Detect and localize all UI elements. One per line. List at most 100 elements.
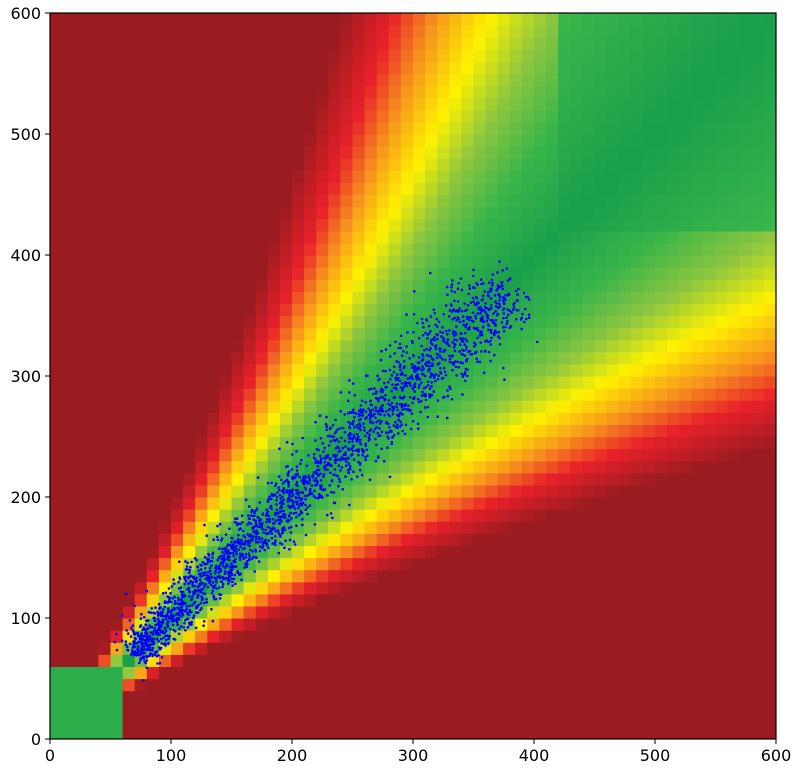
heatmap-cell <box>98 484 112 498</box>
heatmap-cell <box>316 605 329 619</box>
heatmap-cell <box>195 49 208 62</box>
heatmap-cell <box>388 194 402 208</box>
heatmap-cell <box>461 545 475 559</box>
heatmap-cell <box>715 109 729 123</box>
heatmap-cell <box>727 242 741 256</box>
heatmap-cell <box>183 218 196 232</box>
heatmap-cell <box>122 218 136 232</box>
heatmap-cell <box>340 618 354 631</box>
heatmap-cell <box>316 85 329 99</box>
heatmap-cell <box>158 291 172 304</box>
heatmap-cell <box>425 569 438 583</box>
scatter-point <box>331 423 335 427</box>
scatter-point <box>301 523 304 527</box>
heatmap-cell <box>558 37 571 50</box>
heatmap-cell <box>231 327 245 341</box>
heatmap-cell <box>195 303 208 317</box>
heatmap-cell <box>352 339 366 353</box>
heatmap-cell <box>691 303 704 317</box>
scatter-point <box>200 595 203 598</box>
heatmap-cell <box>98 291 112 304</box>
scatter-point <box>491 319 495 323</box>
heatmap-cell <box>485 400 499 413</box>
heatmap-cell <box>134 400 148 413</box>
heatmap-cell <box>751 25 765 38</box>
heatmap-cell <box>134 726 148 739</box>
heatmap-cell <box>158 436 172 450</box>
heatmap-cell <box>739 303 753 317</box>
heatmap-cell <box>340 605 354 619</box>
heatmap-cell <box>691 618 704 631</box>
heatmap-cell <box>207 654 220 667</box>
scatter-point <box>151 646 155 650</box>
heatmap-cell <box>340 400 354 413</box>
heatmap-cell <box>171 37 184 50</box>
scatter-point <box>124 643 128 647</box>
heatmap-cell <box>292 424 305 438</box>
heatmap-cell <box>183 484 196 498</box>
heatmap-cell <box>98 279 112 292</box>
heatmap-cell <box>219 25 233 38</box>
heatmap-cell <box>763 206 776 220</box>
heatmap-cell <box>437 376 450 389</box>
heatmap-cell <box>473 376 487 389</box>
heatmap-cell <box>691 206 704 220</box>
heatmap-cell <box>158 206 172 220</box>
scatter-point <box>400 405 404 409</box>
heatmap-cell <box>521 49 535 62</box>
heatmap-cell <box>739 255 753 268</box>
heatmap-cell <box>642 109 656 123</box>
heatmap-cell <box>461 509 475 522</box>
scatter-point <box>451 279 454 282</box>
heatmap-cell <box>183 545 196 559</box>
heatmap-cell <box>74 230 87 244</box>
heatmap-cell <box>219 714 233 728</box>
heatmap-cell <box>497 351 511 365</box>
heatmap-cell <box>110 569 124 583</box>
heatmap-cell <box>340 339 354 353</box>
heatmap-cell <box>521 121 535 135</box>
scatter-point <box>188 604 191 608</box>
scatter-point <box>334 446 338 450</box>
heatmap-cell <box>739 436 753 450</box>
heatmap-cell <box>231 460 245 474</box>
heatmap-cell <box>50 315 63 329</box>
heatmap-cell <box>763 557 776 571</box>
scatter-point <box>199 601 203 605</box>
heatmap-cell <box>62 605 75 619</box>
heatmap-cell <box>655 376 668 389</box>
heatmap-cell <box>751 255 765 268</box>
heatmap-cell <box>86 472 99 486</box>
scatter-point <box>450 285 453 289</box>
heatmap-cell <box>425 460 438 474</box>
scatter-point <box>339 391 343 394</box>
heatmap-cell <box>292 194 305 208</box>
heatmap-cell <box>751 581 765 595</box>
heatmap-cell <box>376 85 390 99</box>
heatmap-cell <box>703 400 717 413</box>
heatmap-cell <box>630 569 644 583</box>
heatmap-cell <box>715 134 729 147</box>
heatmap-cell <box>376 484 390 498</box>
heatmap-cell <box>691 242 704 256</box>
heatmap-cell <box>98 134 112 147</box>
heatmap-cell <box>158 376 172 389</box>
heatmap-cell <box>606 351 620 365</box>
heatmap-cell <box>255 97 269 111</box>
heatmap-cell <box>267 714 281 728</box>
heatmap-cell <box>243 581 257 595</box>
heatmap-cell <box>715 521 729 534</box>
scatter-point <box>158 661 162 665</box>
heatmap-cell <box>207 484 220 498</box>
scatter-point <box>274 519 278 523</box>
scatter-point <box>456 287 460 291</box>
scatter-point <box>399 373 403 376</box>
scatter-point <box>453 338 456 342</box>
heatmap-cell <box>134 218 148 232</box>
heatmap-cell <box>207 121 220 135</box>
heatmap-cell <box>534 279 547 292</box>
heatmap-cell <box>425 666 438 680</box>
heatmap-cell <box>558 182 571 196</box>
heatmap-cell <box>267 460 281 474</box>
scatter-point <box>416 321 419 325</box>
